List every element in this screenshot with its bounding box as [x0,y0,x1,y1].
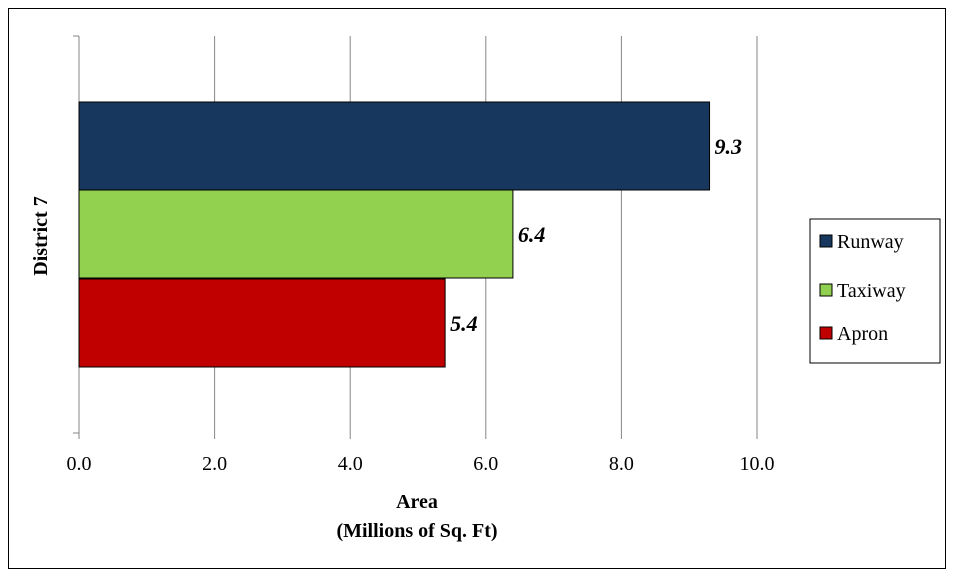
data-label-apron: 5.4 [450,311,478,336]
x-tick-label: 8.0 [609,453,634,475]
chart-frame [8,8,946,569]
legend-label-taxiway: Taxiway [837,280,906,302]
legend-swatch-runway [819,234,833,248]
data-labels: 9.3 6.4 5.4 [450,134,742,336]
legend-label-runway: Runway [837,231,904,253]
x-axis-title-line2: (Millions of Sq. Ft) [336,520,497,542]
x-tick-label: 6.0 [473,453,498,475]
x-axis-title-line1: Area [396,491,438,513]
bar-group [78,101,711,368]
legend-swatch-taxiway [819,283,833,297]
bar-taxiway [78,189,514,279]
bar-apron [78,278,446,368]
data-label-runway: 9.3 [715,134,743,159]
bar-runway [78,101,711,191]
x-tick-label: 0.0 [67,453,92,475]
data-label-taxiway: 6.4 [518,222,546,247]
x-tick-labels: 0.0 2.0 4.0 6.0 8.0 10.0 [67,453,775,475]
x-tick-label: 10.0 [740,453,775,475]
x-tick-label: 2.0 [202,453,227,475]
legend-swatch-apron [819,326,833,340]
legend-label-apron: Apron [837,323,888,345]
y-axis-title: District 7 [30,196,52,275]
legend: Runway Taxiway Apron [809,218,941,364]
x-tick-label: 4.0 [338,453,363,475]
